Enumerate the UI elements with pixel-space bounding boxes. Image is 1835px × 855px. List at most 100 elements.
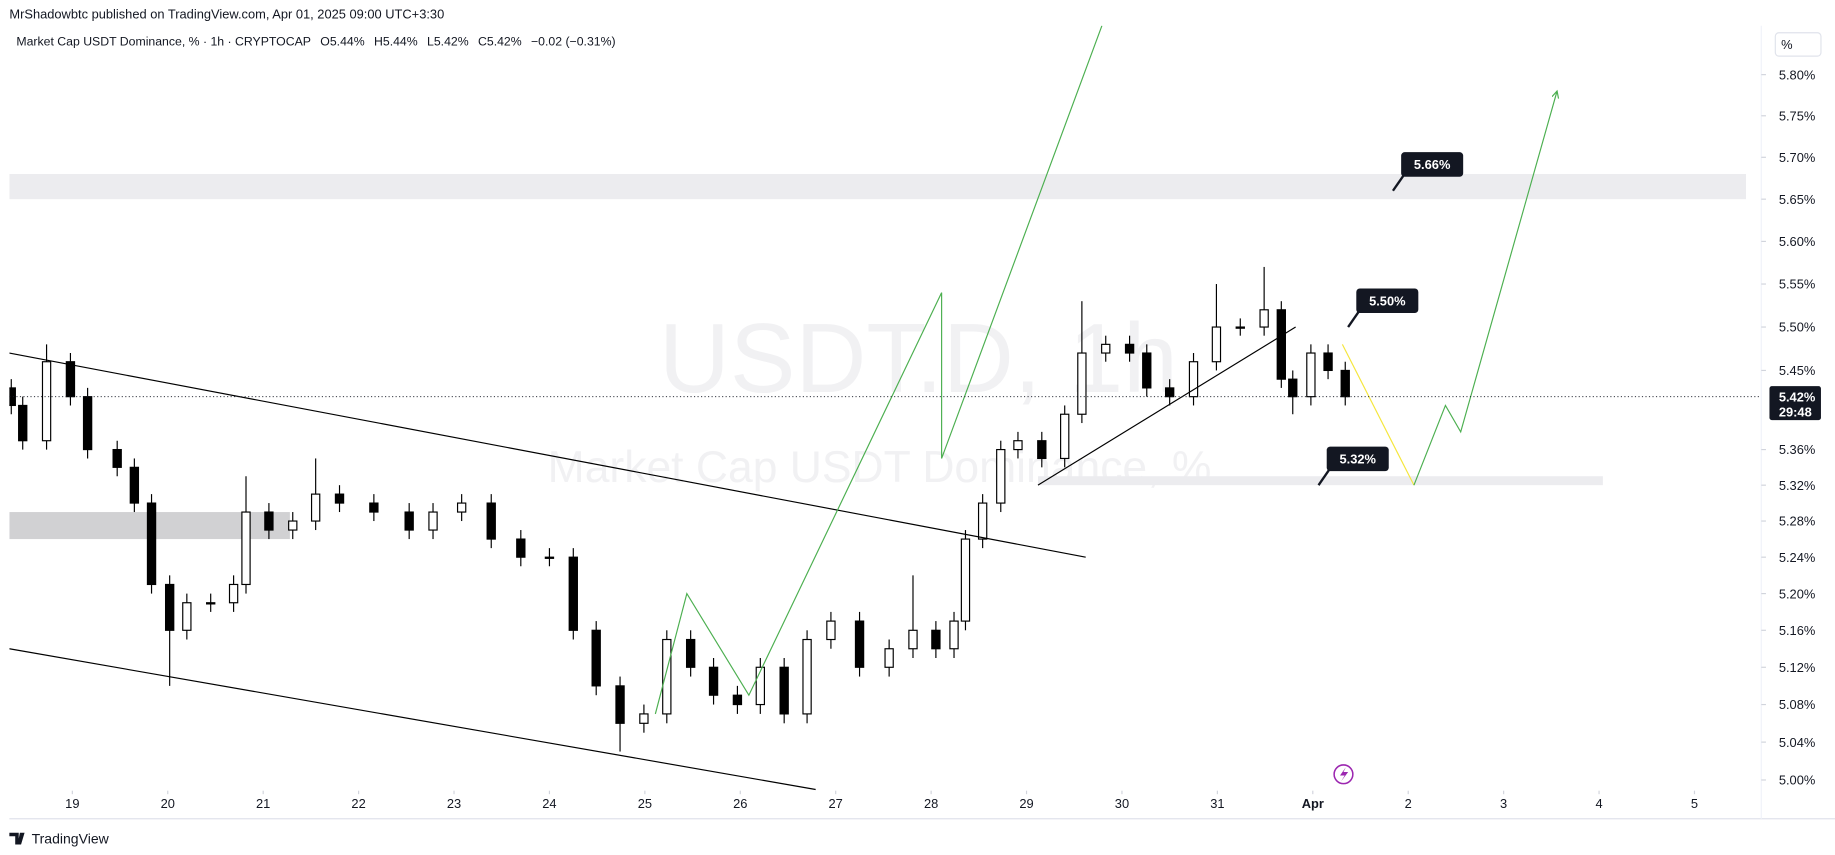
y-tick-label: 5.04% — [1779, 735, 1815, 750]
candle-body — [1037, 440, 1047, 460]
price-tag-label: 5.42% — [1779, 389, 1816, 404]
plot-area — [9, 25, 1747, 791]
countdown: 29:48 — [1779, 405, 1812, 420]
candle-body — [206, 602, 216, 605]
candle-body — [732, 694, 743, 706]
y-tick-label: 5.12% — [1779, 660, 1815, 675]
candle-body — [708, 666, 719, 696]
candle-body — [1306, 352, 1316, 398]
y-tick-label: 5.45% — [1779, 363, 1815, 378]
y-tick-label: 5.20% — [1779, 586, 1815, 601]
candle-body — [112, 448, 122, 468]
y-tick-label: 5.28% — [1779, 514, 1815, 529]
x-tick-label: 2 — [1405, 796, 1412, 811]
lightning-icon[interactable] — [1333, 764, 1354, 785]
candle-body — [854, 620, 865, 668]
candle-body — [1259, 309, 1269, 328]
candle-body — [544, 556, 555, 559]
overlay: 5.80% 5.75% 5.70% 5.65% 5.60% 5.55% 5.50% 5.45%… — [9, 67, 1821, 811]
candle-body — [1060, 413, 1070, 460]
candle-body — [755, 666, 765, 706]
callout-pointer — [1347, 311, 1360, 328]
candle-body — [334, 493, 345, 504]
publisher: MrShadowbtc published on TradingView.com… — [9, 7, 444, 22]
candle-body — [1101, 343, 1111, 354]
candle-body — [369, 502, 379, 513]
y-tick-label: 5.32% — [1779, 478, 1815, 493]
candle-body — [931, 629, 941, 650]
x-tick-label: 19 — [65, 796, 79, 811]
candle-body — [826, 620, 836, 641]
trend-line — [1037, 326, 1296, 486]
candle-body — [129, 466, 140, 504]
x-tick-label: 28 — [924, 796, 938, 811]
candle-body — [516, 538, 526, 558]
candle-body — [228, 583, 239, 604]
y-tick-label: 5.36% — [1779, 442, 1815, 457]
legend-close: C5.42% — [478, 35, 522, 49]
candle-body — [639, 713, 649, 724]
candle-body — [977, 502, 988, 540]
unit-box[interactable] — [1774, 32, 1822, 57]
callout-box — [1401, 152, 1464, 177]
zone — [9, 173, 1747, 200]
candle-body — [1164, 387, 1175, 398]
price-tag — [1769, 386, 1821, 421]
x-tick-label: 30 — [1115, 796, 1129, 811]
candle-body — [82, 396, 93, 451]
x-tick-label: 23 — [447, 796, 461, 811]
candle-body — [1211, 326, 1222, 363]
candle-body — [802, 638, 812, 715]
candle-body — [1013, 440, 1023, 451]
y-tick-label: 5.00% — [1779, 773, 1815, 788]
legend-low: L5.42% — [427, 35, 469, 49]
candle-body — [1077, 352, 1087, 415]
y-tick-label: 5.80% — [1779, 67, 1815, 82]
brand-name[interactable]: TradingView — [32, 830, 110, 846]
callout-pointer — [1391, 174, 1405, 192]
candle-body — [1323, 352, 1333, 372]
candle-body — [949, 620, 959, 650]
callout-label: 5.66% — [1414, 157, 1451, 172]
candle-body — [428, 511, 438, 531]
y-tick-label: 5.08% — [1779, 697, 1815, 712]
trend-line — [1413, 91, 1557, 486]
x-tick-label: 20 — [161, 796, 175, 811]
candle-body — [65, 361, 76, 398]
candle-body — [164, 583, 175, 631]
event-icon-bolt[interactable] — [1339, 767, 1349, 782]
callout-box — [1356, 288, 1419, 314]
trend-line — [9, 352, 1086, 558]
candle-body — [662, 638, 672, 715]
candle-body — [591, 629, 601, 687]
candle-body — [996, 448, 1006, 504]
unit-label[interactable]: % — [1781, 37, 1792, 52]
candle-body — [264, 511, 274, 531]
candle-body — [18, 404, 28, 442]
logo[interactable] — [9, 832, 25, 845]
candle-body — [310, 493, 321, 522]
candle-body — [1124, 343, 1135, 354]
candle-body — [288, 520, 298, 531]
x-tick-label: 21 — [256, 796, 270, 811]
candle-body — [1276, 309, 1286, 380]
y-tick-label: 5.24% — [1779, 550, 1815, 565]
candle-body — [182, 602, 192, 631]
candle-body — [960, 538, 971, 622]
candle-body — [685, 638, 696, 668]
candle-body — [1235, 326, 1245, 329]
candle-body — [241, 511, 251, 586]
y-tick-label: 5.16% — [1779, 623, 1815, 638]
candle-body — [1288, 378, 1298, 398]
x-tick-label: 4 — [1595, 796, 1602, 811]
y-tick-label: 5.55% — [1779, 277, 1815, 292]
x-tick-label: 5 — [1691, 796, 1698, 811]
branding[interactable]: TradingView — [9, 830, 110, 846]
candle-body — [1340, 369, 1350, 398]
candle-body — [908, 629, 918, 650]
x-tick-label: 29 — [1019, 796, 1033, 811]
callout-label: 5.50% — [1369, 293, 1406, 308]
